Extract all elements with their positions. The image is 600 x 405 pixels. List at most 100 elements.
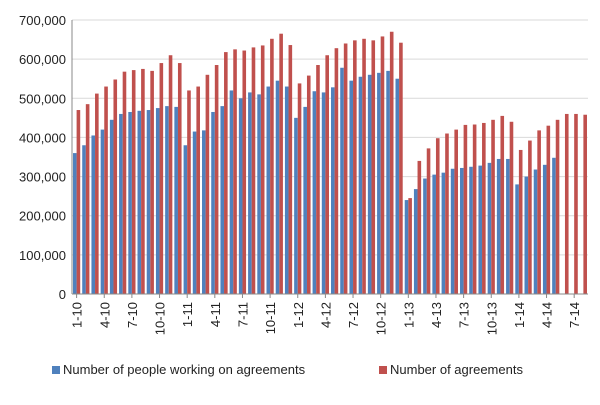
x-tick-label: 1-12 [291,302,306,328]
bar-people [275,80,280,295]
bar-agreements [233,49,237,294]
legend-label: Number of people working on agreements [63,362,306,377]
bar-people [460,167,464,294]
bar-agreements [408,198,412,294]
x-tick-label: 7-11 [235,302,250,327]
legend-swatch [379,366,387,374]
y-tick-label: 0 [59,287,66,302]
bar-people [294,117,298,294]
y-tick-labels: 0 100,000 200,000 300,000 400,000 500,000 600,… [19,13,66,302]
bar-agreements [564,113,569,294]
bar-people [119,113,123,294]
bar-people [331,87,335,294]
bars [73,31,587,295]
x-tick-label: 10-11 [263,302,278,334]
bar-agreements [518,149,523,294]
bar-people [533,169,538,294]
bar-people [386,70,390,294]
bar-people [100,129,105,294]
bar-agreements [159,63,164,294]
bar-people [496,158,501,294]
bar-agreements [417,160,422,294]
bar-agreements [297,83,302,294]
bar-agreements [131,70,136,294]
bar-people [542,164,547,294]
bar-people [321,92,326,295]
y-tick-label: 400,000 [19,130,66,145]
bar-people [515,184,519,294]
bar-agreements [362,38,366,294]
bar-agreements [399,42,403,295]
x-tick-label: 7-14 [567,302,582,328]
bar-agreements [122,71,127,294]
bar-agreements [389,31,394,294]
legend-label: Number of agreements [390,362,523,377]
bar-agreements [316,65,320,294]
bar-people [266,86,271,295]
bar-agreements [150,70,154,294]
bar-agreements [472,124,477,294]
bar-people [73,153,77,294]
bar-people [441,172,446,294]
bar-people [82,145,86,294]
bar-agreements [214,65,219,294]
bar-agreements [187,90,191,294]
bar-agreements [196,86,200,295]
legend: Number of people working on agreements Nu… [52,362,523,377]
bar-people [238,98,243,295]
bar-agreements [104,86,108,295]
bar-people [413,189,418,294]
bar-agreements [343,43,348,294]
bar-agreements [574,113,578,294]
bar-agreements [85,104,90,295]
bar-agreements [555,119,560,294]
bar-people [432,174,436,294]
legend-swatch [52,366,60,374]
bar-agreements [528,140,532,294]
bar-agreements [380,36,385,294]
bar-people [524,176,529,294]
bar-agreements [445,133,449,294]
bar-people [128,111,132,294]
bar-agreements [251,47,256,295]
bar-people [367,74,372,294]
bar-people [377,72,381,294]
bar-people [248,92,252,295]
bar-agreements [306,75,311,294]
x-tick-label: 7-13 [457,302,472,328]
bar-agreements [426,148,431,294]
bar-people [506,158,510,294]
bar-people [450,168,455,294]
x-tick-label: 4-13 [429,302,444,328]
bar-agreements [482,122,486,295]
bar-agreements [279,33,283,294]
y-tick-label: 500,000 [19,91,66,106]
bar-agreements [95,93,99,295]
y-tick-label: 600,000 [19,52,66,67]
bar-people [303,106,307,294]
bar-people [137,110,142,294]
bar-agreements [334,48,339,294]
x-tick-labels: 1-10 4-10 7-10 10-10 1-11 4-11 7-11 10-11 1-12 4-… [70,294,582,335]
bar-people [284,86,289,295]
bar-agreements [353,40,357,295]
bar-agreements [454,129,458,294]
bar-people [552,157,556,294]
bar-agreements [141,68,145,294]
bar-people [257,94,261,294]
bar-agreements [288,45,293,295]
x-tick-label: 10-12 [374,302,389,335]
axes [71,20,588,295]
bar-people [229,90,234,294]
bar-agreements [270,38,274,294]
bar-people [358,76,363,294]
bar-people [165,106,169,294]
bar-people [91,135,96,294]
x-tick-label: 7-10 [125,302,140,328]
y-tick-label: 700,000 [19,13,66,28]
x-tick-label: 10-10 [153,302,168,335]
bar-agreements [537,130,541,294]
bar-people [155,108,160,294]
x-tick-label: 10-13 [484,302,499,335]
